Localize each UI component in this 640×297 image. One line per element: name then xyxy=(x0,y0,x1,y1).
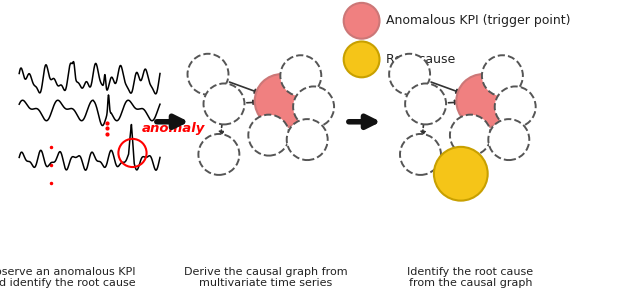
Ellipse shape xyxy=(287,119,328,160)
Ellipse shape xyxy=(389,54,430,95)
Text: anomaly: anomaly xyxy=(142,122,205,135)
Ellipse shape xyxy=(293,86,334,127)
Text: Derive the causal graph from
multivariate time series: Derive the causal graph from multivariat… xyxy=(184,267,348,288)
Text: Observe an anomalous KPI
and identify the root cause: Observe an anomalous KPI and identify th… xyxy=(0,267,136,288)
Ellipse shape xyxy=(488,119,529,160)
Ellipse shape xyxy=(456,74,510,128)
Ellipse shape xyxy=(344,3,380,39)
Text: Identify the root cause
from the causal graph: Identify the root cause from the causal … xyxy=(407,267,534,288)
Ellipse shape xyxy=(434,147,488,201)
Ellipse shape xyxy=(344,42,380,77)
Ellipse shape xyxy=(450,115,491,156)
Ellipse shape xyxy=(405,83,446,124)
Ellipse shape xyxy=(248,115,289,156)
Ellipse shape xyxy=(482,55,523,96)
Text: Anomalous KPI (trigger point): Anomalous KPI (trigger point) xyxy=(386,14,570,27)
Ellipse shape xyxy=(188,54,228,95)
Ellipse shape xyxy=(255,74,308,128)
Ellipse shape xyxy=(495,86,536,127)
Ellipse shape xyxy=(400,134,441,175)
Text: Root cause: Root cause xyxy=(386,53,455,66)
Ellipse shape xyxy=(198,134,239,175)
Ellipse shape xyxy=(280,55,321,96)
Ellipse shape xyxy=(204,83,244,124)
